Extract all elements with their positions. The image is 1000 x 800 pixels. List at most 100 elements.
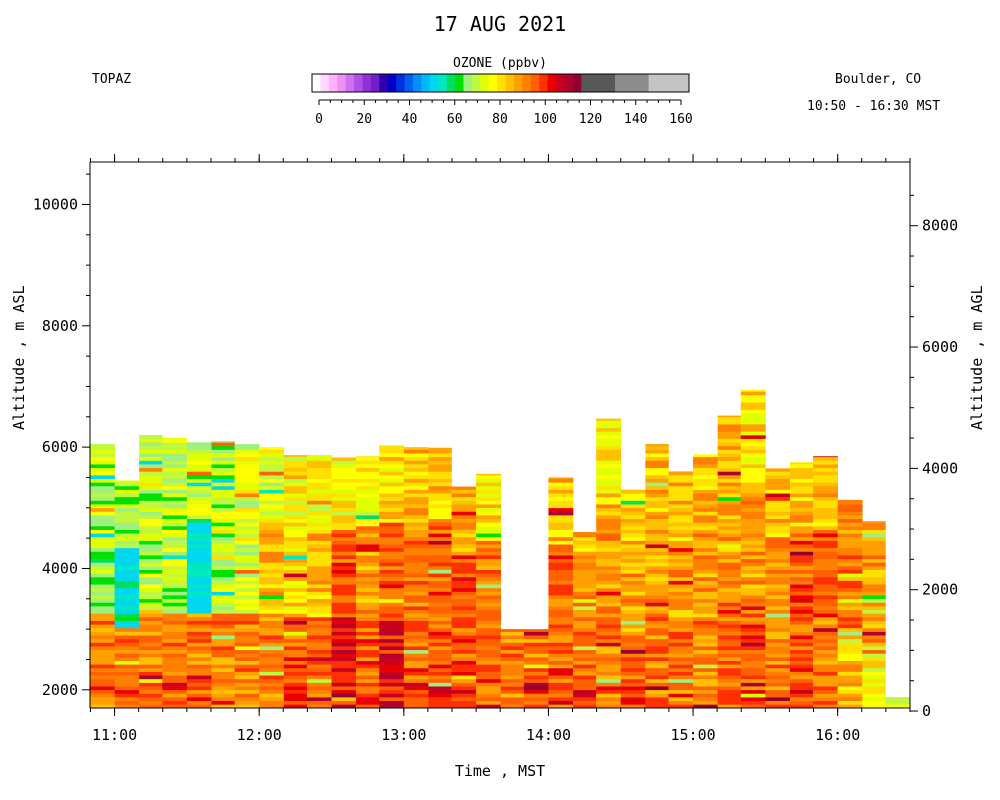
ozone-cell: [476, 675, 502, 680]
ozone-cell: [523, 697, 549, 702]
ozone-cell: [379, 471, 405, 476]
ozone-cell: [813, 482, 838, 487]
ozone-cell: [668, 566, 694, 570]
ozone-cell: [306, 464, 332, 469]
ozone-cell: [259, 467, 285, 472]
ozone-cell: [259, 504, 285, 509]
ozone-cell: [211, 704, 235, 709]
ozone-cell: [837, 606, 863, 611]
ozone-cell: [162, 653, 188, 658]
ozone-cell: [548, 482, 574, 487]
ozone-cell: [620, 551, 646, 556]
ozone-cell: [90, 704, 115, 709]
ozone-cell: [306, 467, 332, 472]
ozone-cell: [379, 536, 405, 541]
ozone-cell: [139, 500, 163, 505]
ozone-cell: [259, 471, 285, 476]
ozone-cell: [211, 449, 235, 454]
ozone-cell: [813, 587, 838, 592]
ozone-cell: [451, 693, 477, 698]
ozone-cell: [211, 678, 235, 683]
ozone-cell: [645, 682, 669, 687]
ozone-cell: [211, 649, 235, 654]
ozone-cell: [162, 522, 188, 527]
ozone-cell: [90, 536, 115, 541]
ozone-cell: [476, 642, 502, 647]
ozone-cell: [837, 638, 863, 643]
colorbar-bin: [614, 74, 650, 92]
ozone-cell: [620, 675, 646, 680]
ozone-cell: [765, 515, 791, 520]
ozone-cell: [573, 587, 597, 592]
ozone-cell: [645, 595, 669, 600]
ozone-cell: [428, 547, 452, 552]
ozone-cell: [645, 471, 669, 476]
ozone-cell: [813, 500, 838, 505]
ozone-cell: [717, 667, 742, 672]
ozone-cell: [403, 576, 429, 581]
ozone-cell: [596, 496, 622, 501]
ozone-cell: [306, 536, 332, 541]
ozone-cell: [548, 595, 574, 600]
ozone-cell: [306, 620, 332, 625]
ozone-cell: [548, 478, 574, 483]
ozone-cell: [837, 613, 863, 618]
ozone-cell: [620, 660, 646, 665]
ozone-cell: [500, 700, 525, 705]
ozone-cell: [403, 613, 429, 618]
ozone-cell: [259, 449, 285, 454]
ozone-cell: [451, 576, 477, 581]
ozone-cell: [837, 507, 863, 512]
ozone-cell: [789, 511, 814, 516]
ozone-cell: [668, 475, 694, 479]
ozone-cell: [90, 606, 115, 611]
ozone-cell: [90, 526, 115, 530]
ozone-cell: [356, 624, 380, 629]
ozone-cell: [573, 602, 597, 607]
ozone-cell: [668, 558, 694, 563]
colorbar-tick-label: 40: [402, 112, 418, 127]
ozone-cell: [234, 453, 260, 458]
ozone-cell: [740, 435, 766, 439]
ozone-cell: [259, 620, 285, 625]
ozone-cell: [523, 660, 549, 665]
ozone-cell: [139, 667, 163, 672]
ozone-cell: [139, 671, 163, 676]
ozone-cell: [668, 664, 694, 669]
ozone-cell: [596, 704, 622, 709]
ozone-cell: [645, 697, 669, 702]
ozone-cell: [283, 576, 308, 581]
ozone-cell: [90, 515, 115, 520]
ozone-cell: [186, 555, 212, 560]
ozone-cell: [379, 464, 405, 469]
ozone-cell: [717, 427, 742, 432]
ozone-cell: [114, 536, 140, 541]
ozone-cell: [90, 573, 115, 578]
ozone-cell: [596, 435, 622, 439]
ozone-cell: [668, 504, 694, 509]
ozone-cell: [813, 580, 838, 585]
ozone-cell: [186, 526, 212, 530]
ozone-cell: [500, 678, 525, 683]
profile-column: [837, 499, 863, 709]
ozone-cell: [523, 657, 549, 661]
ozone-cell: [596, 646, 622, 651]
ozone-cell: [331, 471, 357, 476]
ozone-cell: [813, 576, 838, 581]
ozone-cell: [356, 697, 380, 702]
colorbar-bin: [522, 74, 532, 92]
ozone-cell: [693, 595, 718, 600]
ozone-cell: [596, 555, 622, 560]
ozone-cell: [668, 606, 694, 611]
ozone-cell: [234, 496, 260, 501]
ozone-cell: [837, 602, 863, 607]
ozone-cell: [139, 595, 163, 600]
ozone-cell: [837, 584, 863, 589]
ozone-cell: [162, 667, 188, 672]
ozone-cell: [548, 689, 574, 694]
ozone-cell: [186, 471, 212, 476]
ozone-cell: [813, 456, 838, 458]
ozone-cell: [645, 533, 669, 538]
ozone-cell: [862, 682, 886, 687]
profile-column: [114, 480, 140, 709]
